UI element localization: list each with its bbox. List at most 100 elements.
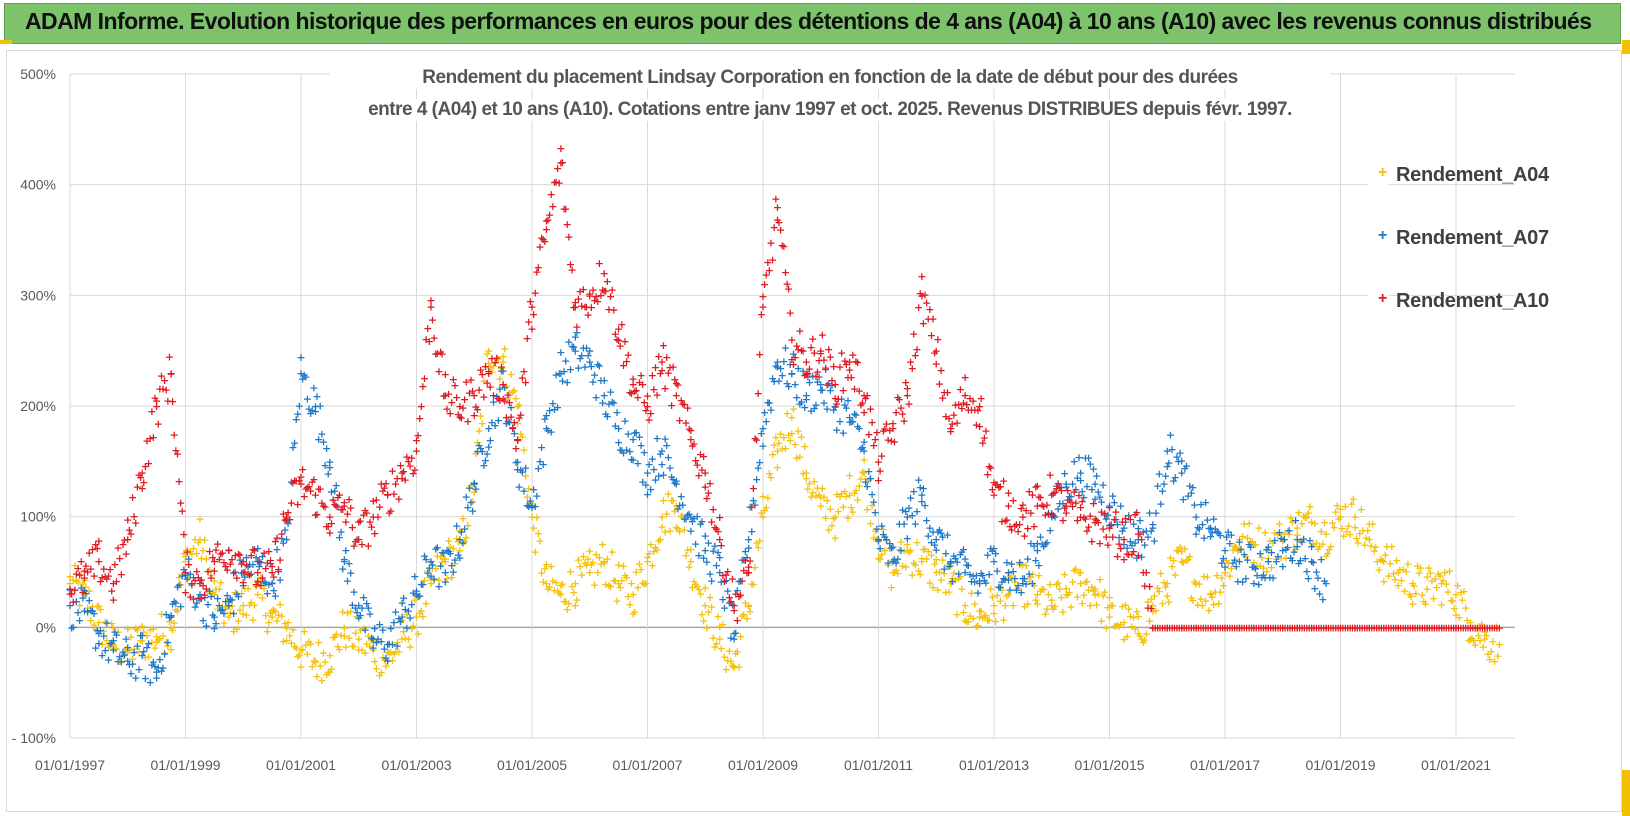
data-point-a04: + bbox=[827, 519, 836, 532]
series-point-a07: + bbox=[426, 555, 435, 568]
series-point-a10: + bbox=[1495, 621, 1504, 634]
data-point-a04: + bbox=[1188, 594, 1197, 607]
data-point-a07: + bbox=[346, 567, 355, 580]
data-point-a10: + bbox=[1271, 621, 1280, 634]
data-point-a04: + bbox=[1033, 597, 1042, 610]
data-point-a10: + bbox=[986, 462, 995, 475]
data-point-a07: + bbox=[912, 505, 921, 518]
data-point-a07: + bbox=[1025, 568, 1034, 581]
data-point-a10: + bbox=[215, 553, 224, 566]
data-point-a04: + bbox=[1310, 517, 1319, 530]
data-point-a04: + bbox=[1018, 558, 1027, 571]
data-point-a07: + bbox=[531, 500, 540, 513]
data-point-a10: + bbox=[532, 265, 541, 278]
data-point-a07: + bbox=[510, 427, 519, 440]
data-point-a10: + bbox=[1293, 621, 1302, 634]
series-point-a07: + bbox=[859, 444, 868, 457]
data-point-a07: + bbox=[537, 441, 546, 454]
data-point-a10: + bbox=[1312, 621, 1321, 634]
series-point-a10: + bbox=[859, 389, 868, 402]
data-point-a04: + bbox=[184, 571, 193, 584]
data-point-a04: + bbox=[1028, 567, 1037, 580]
series-point-a10: + bbox=[571, 300, 580, 313]
series-point-a07: + bbox=[397, 610, 406, 623]
data-point-a04: + bbox=[1464, 634, 1473, 647]
data-point-a10: + bbox=[784, 283, 793, 296]
data-point-a07: + bbox=[319, 435, 328, 448]
data-point-a10: + bbox=[77, 555, 86, 568]
data-point-a04: + bbox=[290, 640, 299, 653]
data-point-a07: + bbox=[566, 363, 575, 376]
data-point-a04: + bbox=[1294, 506, 1303, 519]
data-point-a04: + bbox=[888, 554, 897, 567]
data-point-a07: + bbox=[388, 638, 397, 651]
data-point-a04: + bbox=[510, 384, 519, 397]
data-point-a10: + bbox=[997, 515, 1006, 528]
data-point-a04: + bbox=[710, 641, 719, 654]
data-point-a04: + bbox=[110, 642, 119, 655]
data-point-a10: + bbox=[1196, 621, 1205, 634]
data-point-a10: + bbox=[346, 501, 355, 514]
data-point-a04: + bbox=[1346, 528, 1355, 541]
data-point-a04: + bbox=[109, 622, 118, 635]
series-point-a04: + bbox=[802, 466, 811, 479]
series-point-a07: + bbox=[585, 356, 594, 369]
data-point-a07: + bbox=[924, 530, 933, 543]
data-point-a04: + bbox=[977, 605, 986, 618]
data-point-a10: + bbox=[765, 264, 774, 277]
data-point-a04: + bbox=[412, 589, 421, 602]
data-point-a07: + bbox=[359, 591, 368, 604]
data-point-a07: + bbox=[659, 469, 668, 482]
data-point-a07: + bbox=[365, 607, 374, 620]
data-point-a10: + bbox=[1204, 621, 1213, 634]
data-point-a10: + bbox=[312, 508, 321, 521]
data-point-a10: + bbox=[81, 559, 90, 572]
data-point-a07: + bbox=[444, 545, 453, 558]
data-point-a10: + bbox=[790, 351, 799, 364]
data-point-a07: + bbox=[781, 341, 790, 354]
series-point-a04: + bbox=[628, 588, 637, 601]
data-point-a04: + bbox=[654, 535, 663, 548]
data-point-a10: + bbox=[417, 400, 426, 413]
data-point-a04: + bbox=[728, 659, 737, 672]
data-point-a04: + bbox=[500, 343, 509, 356]
data-point-a10: + bbox=[802, 368, 811, 381]
data-point-a07: + bbox=[304, 403, 313, 416]
series-point-a10: + bbox=[253, 566, 262, 579]
data-point-a07: + bbox=[471, 482, 480, 495]
data-point-a04: + bbox=[969, 612, 978, 625]
series-point-a04: + bbox=[441, 555, 450, 568]
data-point-a07: + bbox=[500, 381, 509, 394]
data-point-a04: + bbox=[603, 552, 612, 565]
data-point-a10: + bbox=[612, 333, 621, 346]
data-point-a07: + bbox=[110, 625, 119, 638]
data-point-a07: + bbox=[1277, 532, 1286, 545]
series-point-a07: + bbox=[657, 444, 666, 457]
data-point-a04: + bbox=[765, 467, 774, 480]
data-point-a04: + bbox=[386, 646, 395, 659]
y-tick-label: 200% bbox=[20, 398, 56, 414]
data-point-a10: + bbox=[681, 416, 690, 429]
data-point-a07: + bbox=[662, 439, 671, 452]
series-point-a10: + bbox=[210, 555, 219, 568]
data-point-a04: + bbox=[147, 636, 156, 649]
data-point-a07: + bbox=[1106, 518, 1115, 531]
data-point-a07: + bbox=[861, 475, 870, 488]
data-point-a04: + bbox=[455, 524, 464, 537]
data-point-a10: + bbox=[1413, 621, 1422, 634]
data-point-a07: + bbox=[1021, 577, 1030, 590]
data-point-a07: + bbox=[713, 546, 722, 559]
data-point-a07: + bbox=[738, 554, 747, 567]
data-point-a10: + bbox=[649, 383, 658, 396]
data-point-a04: + bbox=[551, 576, 560, 589]
data-point-a10: + bbox=[1135, 527, 1144, 540]
data-point-a10: + bbox=[97, 571, 106, 584]
data-point-a04: + bbox=[989, 607, 998, 620]
series-point-a10: + bbox=[1278, 621, 1287, 634]
data-point-a04: + bbox=[213, 603, 222, 616]
data-point-a07: + bbox=[1285, 524, 1294, 537]
data-point-a10: + bbox=[579, 283, 588, 296]
data-point-a04: + bbox=[1318, 538, 1327, 551]
data-point-a07: + bbox=[741, 545, 750, 558]
data-point-a07: + bbox=[683, 508, 692, 521]
